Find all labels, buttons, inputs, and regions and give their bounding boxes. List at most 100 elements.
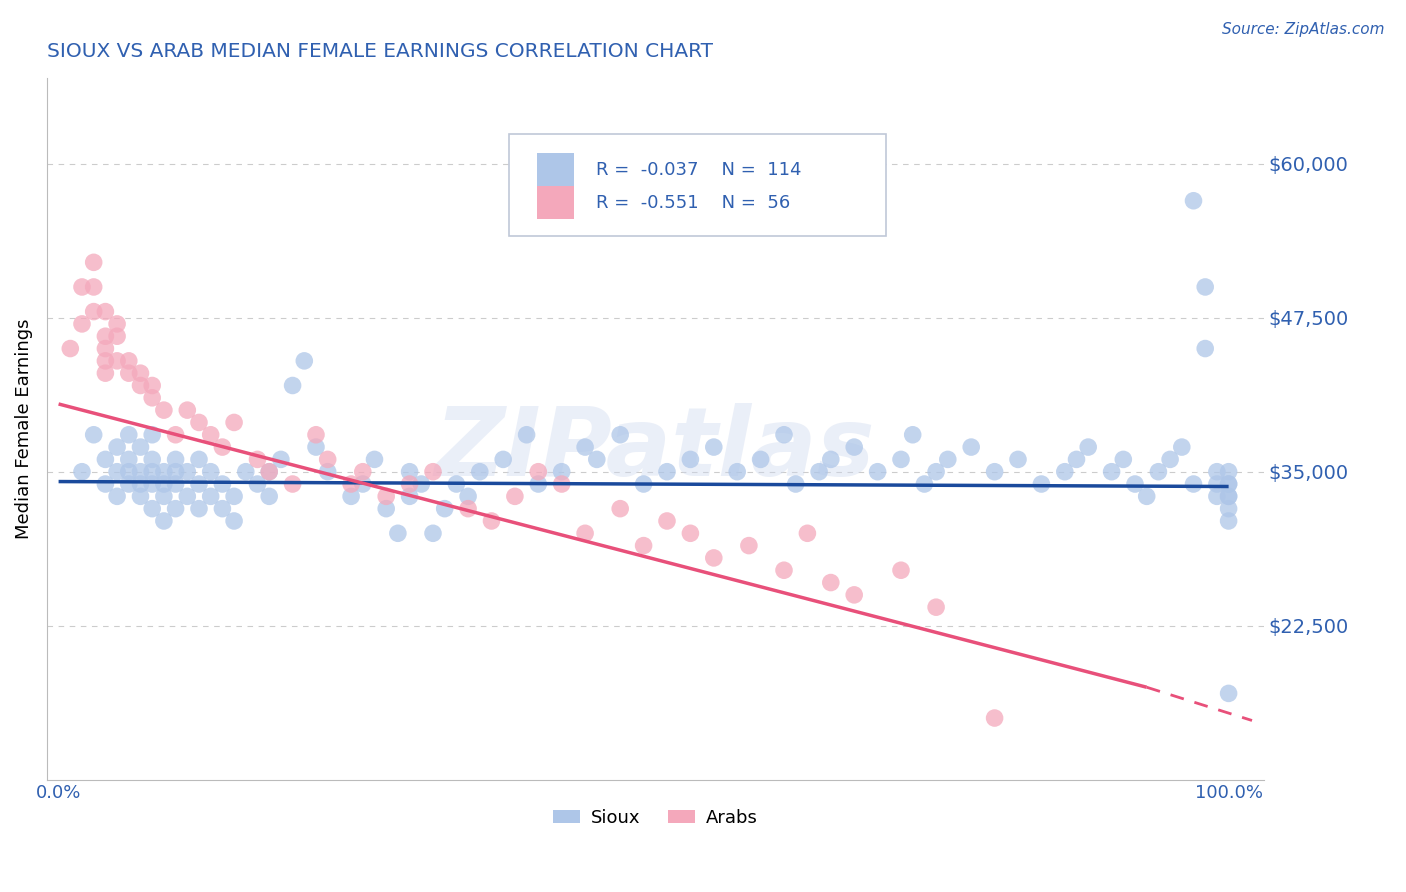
Point (153, 403, 176, 417)
Point (1218, 501, 1240, 516)
Point (551, 477, 574, 491)
Point (83, 255, 105, 269)
Point (1171, 440, 1194, 454)
Point (105, 317, 128, 331)
Point (1194, 280, 1216, 294)
Point (222, 489, 245, 503)
Point (129, 465, 152, 479)
Point (1218, 477, 1240, 491)
Legend: Sioux, Arabs: Sioux, Arabs (546, 801, 765, 834)
Point (457, 489, 479, 503)
Point (773, 427, 796, 442)
Point (960, 440, 983, 454)
Point (1159, 452, 1181, 467)
Point (200, 465, 222, 479)
Point (246, 452, 269, 467)
Point (176, 465, 198, 479)
Point (141, 427, 163, 442)
Point (808, 465, 831, 479)
Point (211, 477, 233, 491)
Point (141, 465, 163, 479)
Point (925, 465, 948, 479)
Point (703, 550, 725, 565)
Point (94, 342, 117, 356)
Point (153, 477, 176, 491)
Point (527, 477, 550, 491)
Point (292, 354, 315, 368)
Point (703, 440, 725, 454)
Point (422, 526, 444, 541)
Point (936, 452, 959, 467)
Point (983, 711, 1005, 725)
Point (912, 477, 935, 491)
Point (188, 452, 211, 467)
Point (1182, 194, 1205, 208)
Point (257, 489, 280, 503)
Point (609, 501, 631, 516)
FancyBboxPatch shape (509, 134, 887, 235)
Point (70, 317, 93, 331)
Point (188, 477, 211, 491)
Point (398, 489, 420, 503)
Point (222, 514, 245, 528)
Point (1206, 465, 1229, 479)
Point (1218, 489, 1240, 503)
Point (340, 477, 363, 491)
Point (257, 465, 280, 479)
Point (411, 477, 433, 491)
Point (1218, 489, 1240, 503)
Point (844, 440, 866, 454)
Point (679, 526, 702, 541)
Point (246, 477, 269, 491)
Point (118, 452, 141, 467)
Point (1206, 477, 1229, 491)
Point (1112, 452, 1135, 467)
Point (890, 563, 912, 577)
Point (94, 452, 117, 467)
Point (141, 391, 163, 405)
Text: Source: ZipAtlas.com: Source: ZipAtlas.com (1222, 22, 1385, 37)
Point (375, 501, 398, 516)
Point (235, 465, 257, 479)
Point (141, 501, 163, 516)
Point (176, 489, 198, 503)
Point (222, 416, 245, 430)
Point (165, 477, 187, 491)
Point (94, 366, 117, 380)
Point (725, 465, 748, 479)
Point (83, 280, 105, 294)
Point (398, 477, 420, 491)
Point (890, 452, 912, 467)
Point (141, 477, 163, 491)
Point (1066, 452, 1088, 467)
Point (749, 452, 772, 467)
Point (59, 342, 82, 356)
Point (679, 452, 702, 467)
Point (398, 465, 420, 479)
Point (316, 465, 339, 479)
Point (211, 440, 233, 454)
Point (446, 477, 468, 491)
Point (844, 588, 866, 602)
Point (165, 452, 187, 467)
Point (257, 465, 280, 479)
Point (105, 440, 128, 454)
Point (141, 378, 163, 392)
Point (574, 526, 596, 541)
Point (1218, 686, 1240, 700)
Point (129, 378, 152, 392)
Point (118, 477, 141, 491)
Point (176, 403, 198, 417)
Point (481, 514, 503, 528)
Point (153, 489, 176, 503)
Point (83, 304, 105, 318)
Point (1077, 440, 1099, 454)
Point (105, 465, 128, 479)
Point (165, 501, 187, 516)
Point (468, 465, 491, 479)
Text: R =  -0.551    N =  56: R = -0.551 N = 56 (596, 194, 790, 211)
Point (94, 304, 117, 318)
Point (820, 452, 842, 467)
Point (551, 465, 574, 479)
Point (129, 440, 152, 454)
